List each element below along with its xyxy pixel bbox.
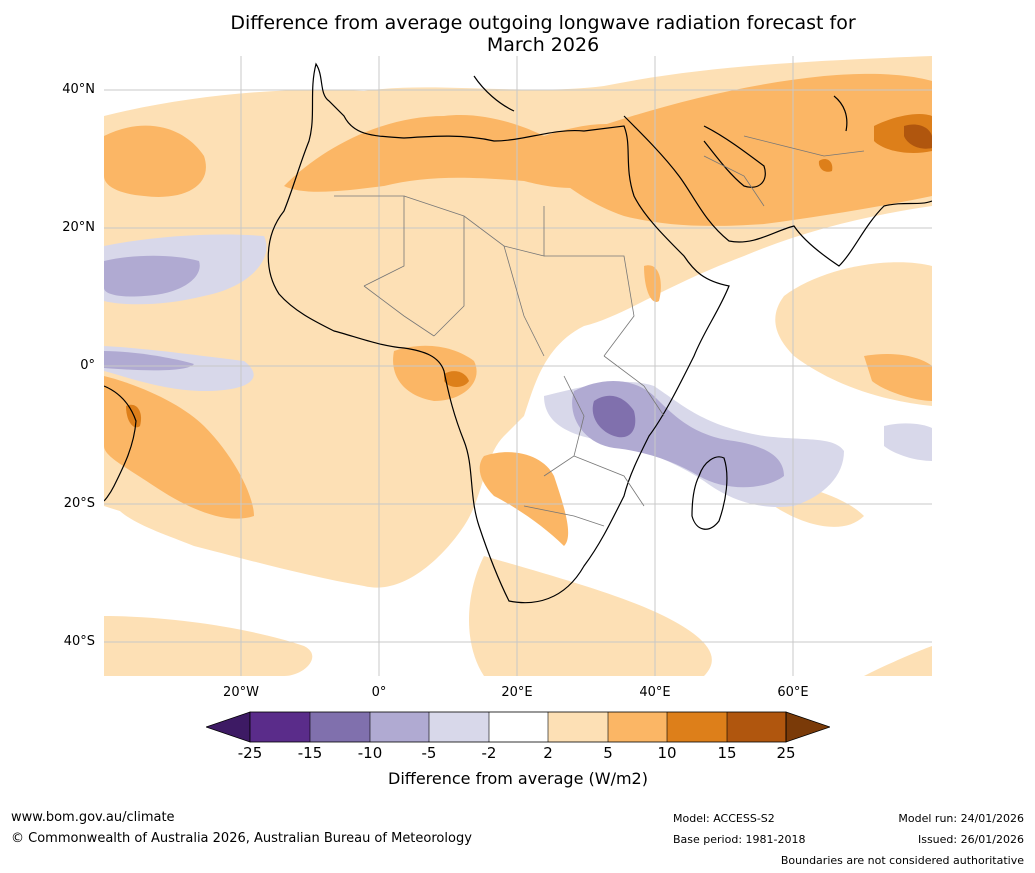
- base-period: Base period: 1981-2018: [673, 833, 806, 846]
- anomaly-band-minus15-to-minus10: [592, 395, 636, 438]
- colorbar-segment: [370, 712, 429, 742]
- olr-anomaly-map: [104, 56, 932, 676]
- colorbar-arrow-high: [785, 711, 830, 743]
- colorbar-tick: 5: [603, 744, 613, 762]
- lon-label-0: 0°: [371, 685, 387, 700]
- lat-label-20s: 20°S: [63, 496, 95, 511]
- lon-label-20w: 20°W: [223, 685, 259, 700]
- colorbar-segment: [667, 712, 727, 742]
- colorbar-arrow-low: [206, 711, 251, 743]
- lat-label-20n: 20°N: [62, 220, 95, 235]
- lon-label-40e: 40°E: [639, 685, 671, 700]
- colorbar-segment: [608, 712, 667, 742]
- colorbar-tick: 25: [776, 744, 796, 762]
- graticule: [104, 56, 932, 676]
- lon-label-20e: 20°E: [501, 685, 533, 700]
- model-run-date: Model run: 24/01/2026: [898, 812, 1024, 825]
- boundaries-disclaimer: Boundaries are not considered authoritat…: [780, 854, 1024, 867]
- colorbar-segment: [727, 712, 786, 742]
- colorbar-segment: [429, 712, 489, 742]
- colorbar-tick: -2: [481, 744, 497, 762]
- colorbar-label: Difference from average (W/m2): [388, 769, 648, 788]
- map-title-line1: Difference from average outgoing longwav…: [230, 12, 856, 34]
- lat-label-0: 0°: [80, 358, 95, 373]
- lon-label-60e: 60°E: [777, 685, 809, 700]
- colorbar-tick: 2: [543, 744, 553, 762]
- lat-label-40n: 40°N: [62, 82, 95, 97]
- colorbar: [206, 711, 830, 743]
- colorbar-tick: -5: [421, 744, 437, 762]
- colorbar-tick: -25: [237, 744, 263, 762]
- colorbar-segment: [548, 712, 608, 742]
- model-name: Model: ACCESS-S2: [673, 812, 775, 825]
- colorbar-tick: 15: [717, 744, 737, 762]
- anomaly-band-15-to-25: [904, 124, 932, 149]
- copyright-text: © Commonwealth of Australia 2026, Austra…: [11, 831, 472, 846]
- colorbar-segment: [310, 712, 370, 742]
- website-link[interactable]: www.bom.gov.au/climate: [11, 810, 175, 825]
- colorbar-segment: [250, 712, 310, 742]
- map-title-line2: March 2026: [486, 34, 600, 56]
- issued-date: Issued: 26/01/2026: [917, 833, 1024, 846]
- colorbar-tick: 10: [657, 744, 677, 762]
- country-boundaries: [334, 135, 865, 527]
- colorbar-tick: -10: [357, 744, 383, 762]
- colorbar-segment: [489, 712, 548, 742]
- lat-label-40s: 40°S: [63, 634, 95, 649]
- colorbar-tick: -15: [297, 744, 323, 762]
